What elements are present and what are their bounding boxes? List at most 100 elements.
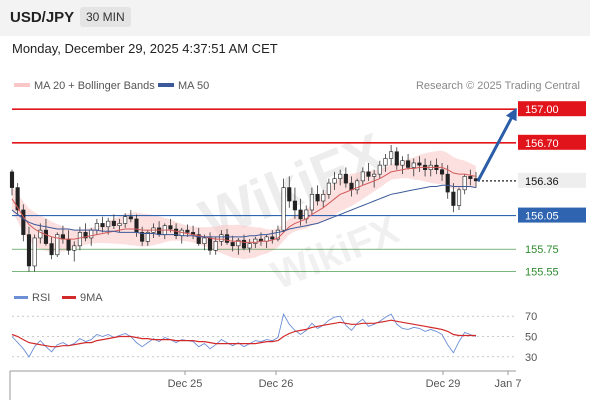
candle-body xyxy=(21,209,26,235)
candle xyxy=(38,223,43,244)
candle-body xyxy=(38,229,43,239)
symbol-title: USD/JPY xyxy=(10,9,75,26)
rsi-ma-legend-swatch xyxy=(62,296,76,299)
candle xyxy=(26,226,32,272)
candle-body xyxy=(287,187,292,202)
candle xyxy=(445,165,450,199)
rsi-tick-2: 30 xyxy=(525,352,537,364)
rsi-ma-legend-label: 9MA xyxy=(80,292,103,304)
datetime-label: Monday, December 29, 2025 4:37:51 AM CET xyxy=(12,41,278,56)
candle-body xyxy=(89,229,94,239)
candle xyxy=(247,239,252,253)
rsi-line xyxy=(11,312,477,358)
rsi-legend-swatch xyxy=(14,296,28,299)
candle xyxy=(32,234,37,272)
candle-body xyxy=(9,171,15,188)
candle xyxy=(338,169,343,186)
candle-body xyxy=(83,232,88,239)
price-label-bg-2 xyxy=(518,172,586,188)
ma20-legend-label: MA 20 + Bollinger Bands xyxy=(34,80,155,92)
candle-body xyxy=(406,160,411,168)
x-tick-label-2: Dec 29 xyxy=(426,378,461,390)
ma20-line xyxy=(11,166,477,243)
candle-body xyxy=(383,158,388,166)
candle xyxy=(309,187,314,215)
x-tick-label-3: Jan 7 xyxy=(495,378,522,390)
candle-body xyxy=(315,193,320,202)
price-label-5: 155.55 xyxy=(525,267,559,279)
ma50-legend-label: MA 50 xyxy=(178,80,209,92)
candle-body xyxy=(117,223,122,226)
candle-body xyxy=(207,237,213,251)
candle xyxy=(275,225,281,242)
candle xyxy=(43,218,49,246)
candle-body xyxy=(445,173,450,193)
candle-body xyxy=(394,151,399,166)
candle-body xyxy=(270,236,275,240)
candle-body xyxy=(253,238,258,244)
candle-body xyxy=(72,245,77,251)
candle-body xyxy=(332,178,337,184)
candle-body xyxy=(123,216,128,224)
candle xyxy=(315,185,320,206)
ma20-legend-swatch xyxy=(14,83,30,87)
candle-body xyxy=(15,187,20,211)
candle-body xyxy=(360,171,365,182)
candle xyxy=(123,213,128,228)
candle-body xyxy=(140,232,145,242)
candle-body xyxy=(157,227,162,235)
candle xyxy=(72,241,77,262)
candle-body xyxy=(196,234,201,244)
candle-body xyxy=(389,151,394,159)
candle-body xyxy=(326,182,331,195)
candle-body xyxy=(298,209,303,220)
candle xyxy=(456,187,462,210)
price-label-bg-3 xyxy=(518,207,586,223)
candle xyxy=(230,235,235,252)
candle xyxy=(462,174,467,195)
candle-body xyxy=(77,232,82,247)
rsi-tick-1: 50 xyxy=(525,332,537,344)
candle xyxy=(128,209,133,223)
candle xyxy=(451,183,456,213)
candle xyxy=(383,153,388,172)
price-label-2: 156.36 xyxy=(525,176,559,188)
candle xyxy=(389,145,394,166)
candle-body xyxy=(94,223,99,231)
x-tick-label-1: Dec 26 xyxy=(259,378,294,390)
candle-body xyxy=(309,193,314,211)
candle-body xyxy=(66,238,71,251)
price-label-1: 156.70 xyxy=(525,138,559,150)
candle-body xyxy=(456,189,462,206)
candle-body xyxy=(106,220,111,228)
candle xyxy=(15,183,20,215)
candle-body xyxy=(202,237,207,244)
candle xyxy=(83,223,88,242)
candle xyxy=(100,216,105,233)
price-label-bg-0 xyxy=(518,101,586,117)
rsi-legend-label: RSI xyxy=(32,292,50,304)
candle-body xyxy=(100,223,105,228)
x-tick-label-0: Dec 25 xyxy=(168,378,203,390)
candle-body xyxy=(236,239,241,247)
candle-body xyxy=(281,187,286,231)
candle-body xyxy=(377,164,382,175)
timeframe-badge[interactable]: 30 MIN xyxy=(80,7,131,27)
candle xyxy=(321,189,326,208)
candle xyxy=(417,156,422,172)
candle-body xyxy=(145,232,150,242)
candle xyxy=(21,204,26,242)
candle-body xyxy=(400,160,405,166)
forecast-arrow xyxy=(476,107,517,182)
price-label-3: 156.05 xyxy=(525,211,559,223)
candle-body xyxy=(321,193,326,202)
candle xyxy=(326,178,331,199)
rsi-ma-line xyxy=(11,319,476,348)
candle xyxy=(355,178,360,195)
ma50-line xyxy=(11,184,477,238)
candle-body xyxy=(417,162,422,166)
candle-body xyxy=(275,229,281,240)
candle-body xyxy=(49,243,54,256)
candle xyxy=(332,171,337,190)
candle xyxy=(281,178,286,233)
